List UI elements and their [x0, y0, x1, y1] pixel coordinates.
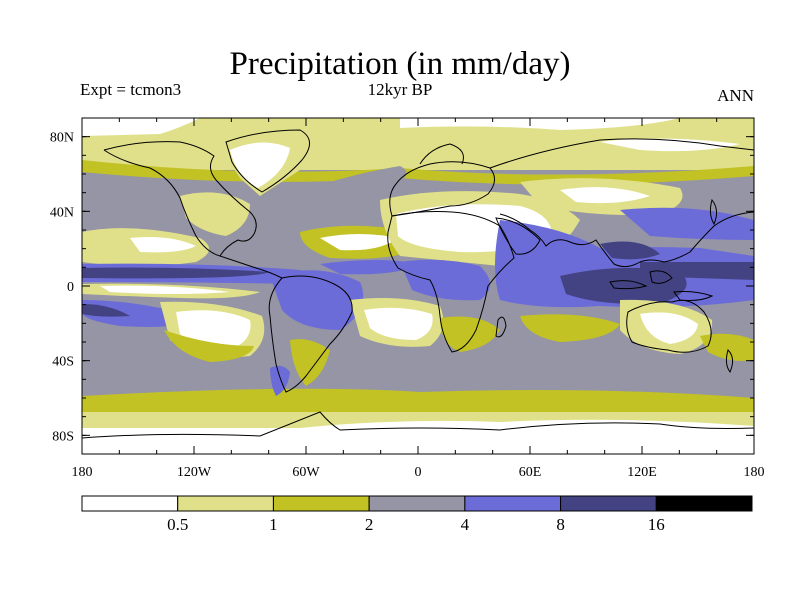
- coast-maritime-2: [649, 270, 673, 284]
- siberia-white: [600, 138, 740, 152]
- coast-south-america: [268, 275, 353, 393]
- lon-tick-label: 120W: [177, 465, 212, 480]
- patagonia-wet: [270, 365, 290, 396]
- lon-tick-label: 180: [744, 465, 765, 480]
- lat-tick-label: 80N: [50, 131, 74, 146]
- colorbar-level-label: 8: [556, 515, 565, 534]
- central-asia-white: [560, 187, 650, 204]
- colorbar-swatch: [560, 495, 657, 512]
- colorbar-level-label: 16: [648, 515, 665, 534]
- chart-title: Precipitation (in mm/day): [229, 46, 571, 82]
- coast-arabia: [495, 217, 541, 255]
- east-asia-wet: [620, 207, 754, 240]
- lat-tick-label: 0: [67, 280, 74, 295]
- s-africa-dry: [440, 316, 500, 352]
- eq-pacific-white: [100, 285, 230, 294]
- precip-field: [82, 118, 754, 454]
- s-atlantic-white: [364, 307, 433, 340]
- antarctica-white-2: [300, 419, 754, 454]
- n-atlantic-wet: [290, 166, 407, 214]
- australia-white: [640, 312, 698, 344]
- coast-australia: [626, 299, 712, 353]
- colorbar: 0.5 1 2 4 8 16: [81, 495, 753, 534]
- minor-ticks: [81, 117, 755, 455]
- coast-new-zealand: [725, 349, 734, 373]
- period-label: 12kyr BP: [367, 80, 433, 99]
- sw-australia-dry: [700, 333, 754, 361]
- spcz-core: [82, 304, 130, 317]
- colorbar-swatch: [177, 495, 274, 512]
- subpolar-south-band: [82, 388, 754, 412]
- coast-madagascar: [495, 316, 507, 338]
- colorbar-level-label: 0.5: [167, 515, 188, 534]
- coast-japan: [709, 198, 718, 226]
- colorbar-swatch: [272, 495, 370, 512]
- lon-tick-label: 60W: [292, 465, 320, 480]
- colorbar-swatch: [368, 495, 466, 512]
- colorbar-level-label: 2: [365, 515, 374, 534]
- colorbar-swatch: [81, 495, 179, 512]
- itcz-pacific-core: [82, 267, 270, 279]
- indian-ocean-wet: [495, 220, 754, 308]
- greenland-core: [230, 142, 290, 188]
- lat-tick-label: 40S: [52, 355, 74, 370]
- coast-north-america-west: [103, 149, 221, 257]
- lon-tick-label: 120E: [627, 465, 657, 480]
- coastlines: [82, 129, 754, 439]
- amazon-wet: [270, 270, 364, 330]
- se-pacific-mid: [164, 330, 254, 362]
- arctic-white-1: [82, 118, 200, 136]
- s-america-dry: [290, 339, 330, 386]
- lon-tick-label: 60E: [519, 465, 542, 480]
- south-asia-core: [600, 241, 660, 260]
- warm-pool-core: [560, 267, 687, 305]
- lat-tick-label: 80S: [52, 429, 74, 444]
- colorbar-swatch: [464, 495, 562, 512]
- season-label: ANN: [717, 86, 754, 105]
- experiment-label: Expt = tcmon3: [80, 80, 182, 99]
- n-pacific-itcz: [640, 262, 754, 280]
- lon-tick-label: 180: [72, 465, 93, 480]
- colorbar-level-label: 1: [269, 515, 278, 534]
- lat-tick-label: 40N: [50, 205, 74, 220]
- coast-asia: [489, 138, 754, 268]
- coast-north-america: [103, 141, 283, 279]
- colorbar-level-label: 4: [461, 515, 470, 534]
- coast-maritime-3: [673, 291, 714, 301]
- s-indian-dry: [520, 314, 620, 342]
- coast-africa: [387, 211, 515, 353]
- lon-tick-label: 0: [415, 465, 422, 480]
- arctic-white-2: [400, 118, 680, 130]
- n-atlantic-white: [320, 234, 398, 251]
- coast-greenland: [225, 129, 310, 193]
- colorbar-swatch: [655, 495, 753, 512]
- north-america-dry: [180, 192, 250, 236]
- lat-ticks: 80N 40N 0 40S 80S: [50, 131, 754, 444]
- n-pacific-white: [130, 237, 196, 253]
- africa-wet: [400, 259, 490, 301]
- coast-scandinavia: [419, 143, 464, 165]
- coast-maritime-1: [609, 280, 648, 290]
- coast-antarctica: [82, 411, 754, 439]
